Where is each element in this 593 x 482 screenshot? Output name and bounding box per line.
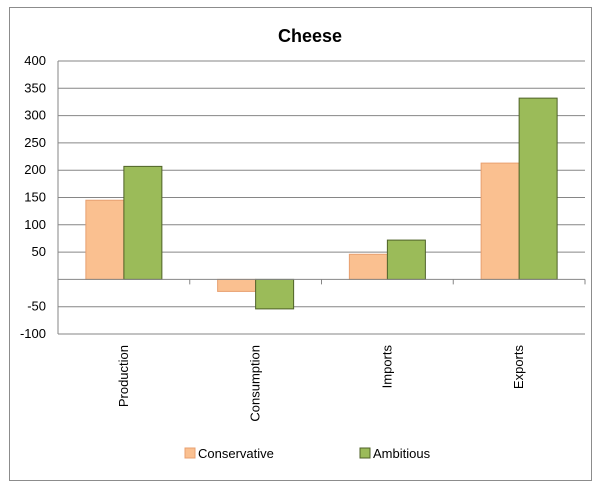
bar-ambitious [386, 239, 426, 280]
y-tick-label: 50 [32, 244, 46, 259]
y-tick-label: 250 [24, 135, 46, 150]
y-tick-label: -50 [27, 299, 46, 314]
x-tick-labels: Production Consumption Imports Exports [116, 345, 526, 422]
x-tick-label: Consumption [248, 345, 263, 422]
y-tick-label: 300 [24, 108, 46, 123]
y-tick-label: -100 [20, 326, 46, 341]
x-tick-label: Imports [379, 345, 394, 389]
y-tick-label: 400 [24, 53, 46, 68]
legend-label: Ambitious [373, 446, 431, 461]
chart-title: Cheese [278, 26, 342, 46]
bars [85, 97, 558, 310]
bar-ambitious [123, 165, 163, 280]
bar-conservative [85, 199, 125, 280]
y-tick-label: 350 [24, 80, 46, 95]
bar-ambitious [255, 278, 295, 310]
legend-swatch [184, 447, 196, 459]
legend-label: Conservative [198, 446, 274, 461]
y-tick-label: 100 [24, 217, 46, 232]
bar-ambitious [518, 97, 558, 280]
y-tick-label: 200 [24, 162, 46, 177]
bar-conservative [480, 162, 520, 280]
bar-conservative [348, 253, 388, 280]
x-tick-label: Exports [511, 345, 526, 390]
legend-swatch [359, 447, 371, 459]
y-tick-label: 150 [24, 190, 46, 205]
axes [57, 61, 586, 334]
bar-conservative [217, 278, 257, 292]
y-tick-labels: 400 350 300 250 200 150 100 50 -50 -100 [20, 53, 46, 341]
x-tick-label: Production [116, 345, 131, 407]
legend: Conservative Ambitious [184, 446, 431, 461]
